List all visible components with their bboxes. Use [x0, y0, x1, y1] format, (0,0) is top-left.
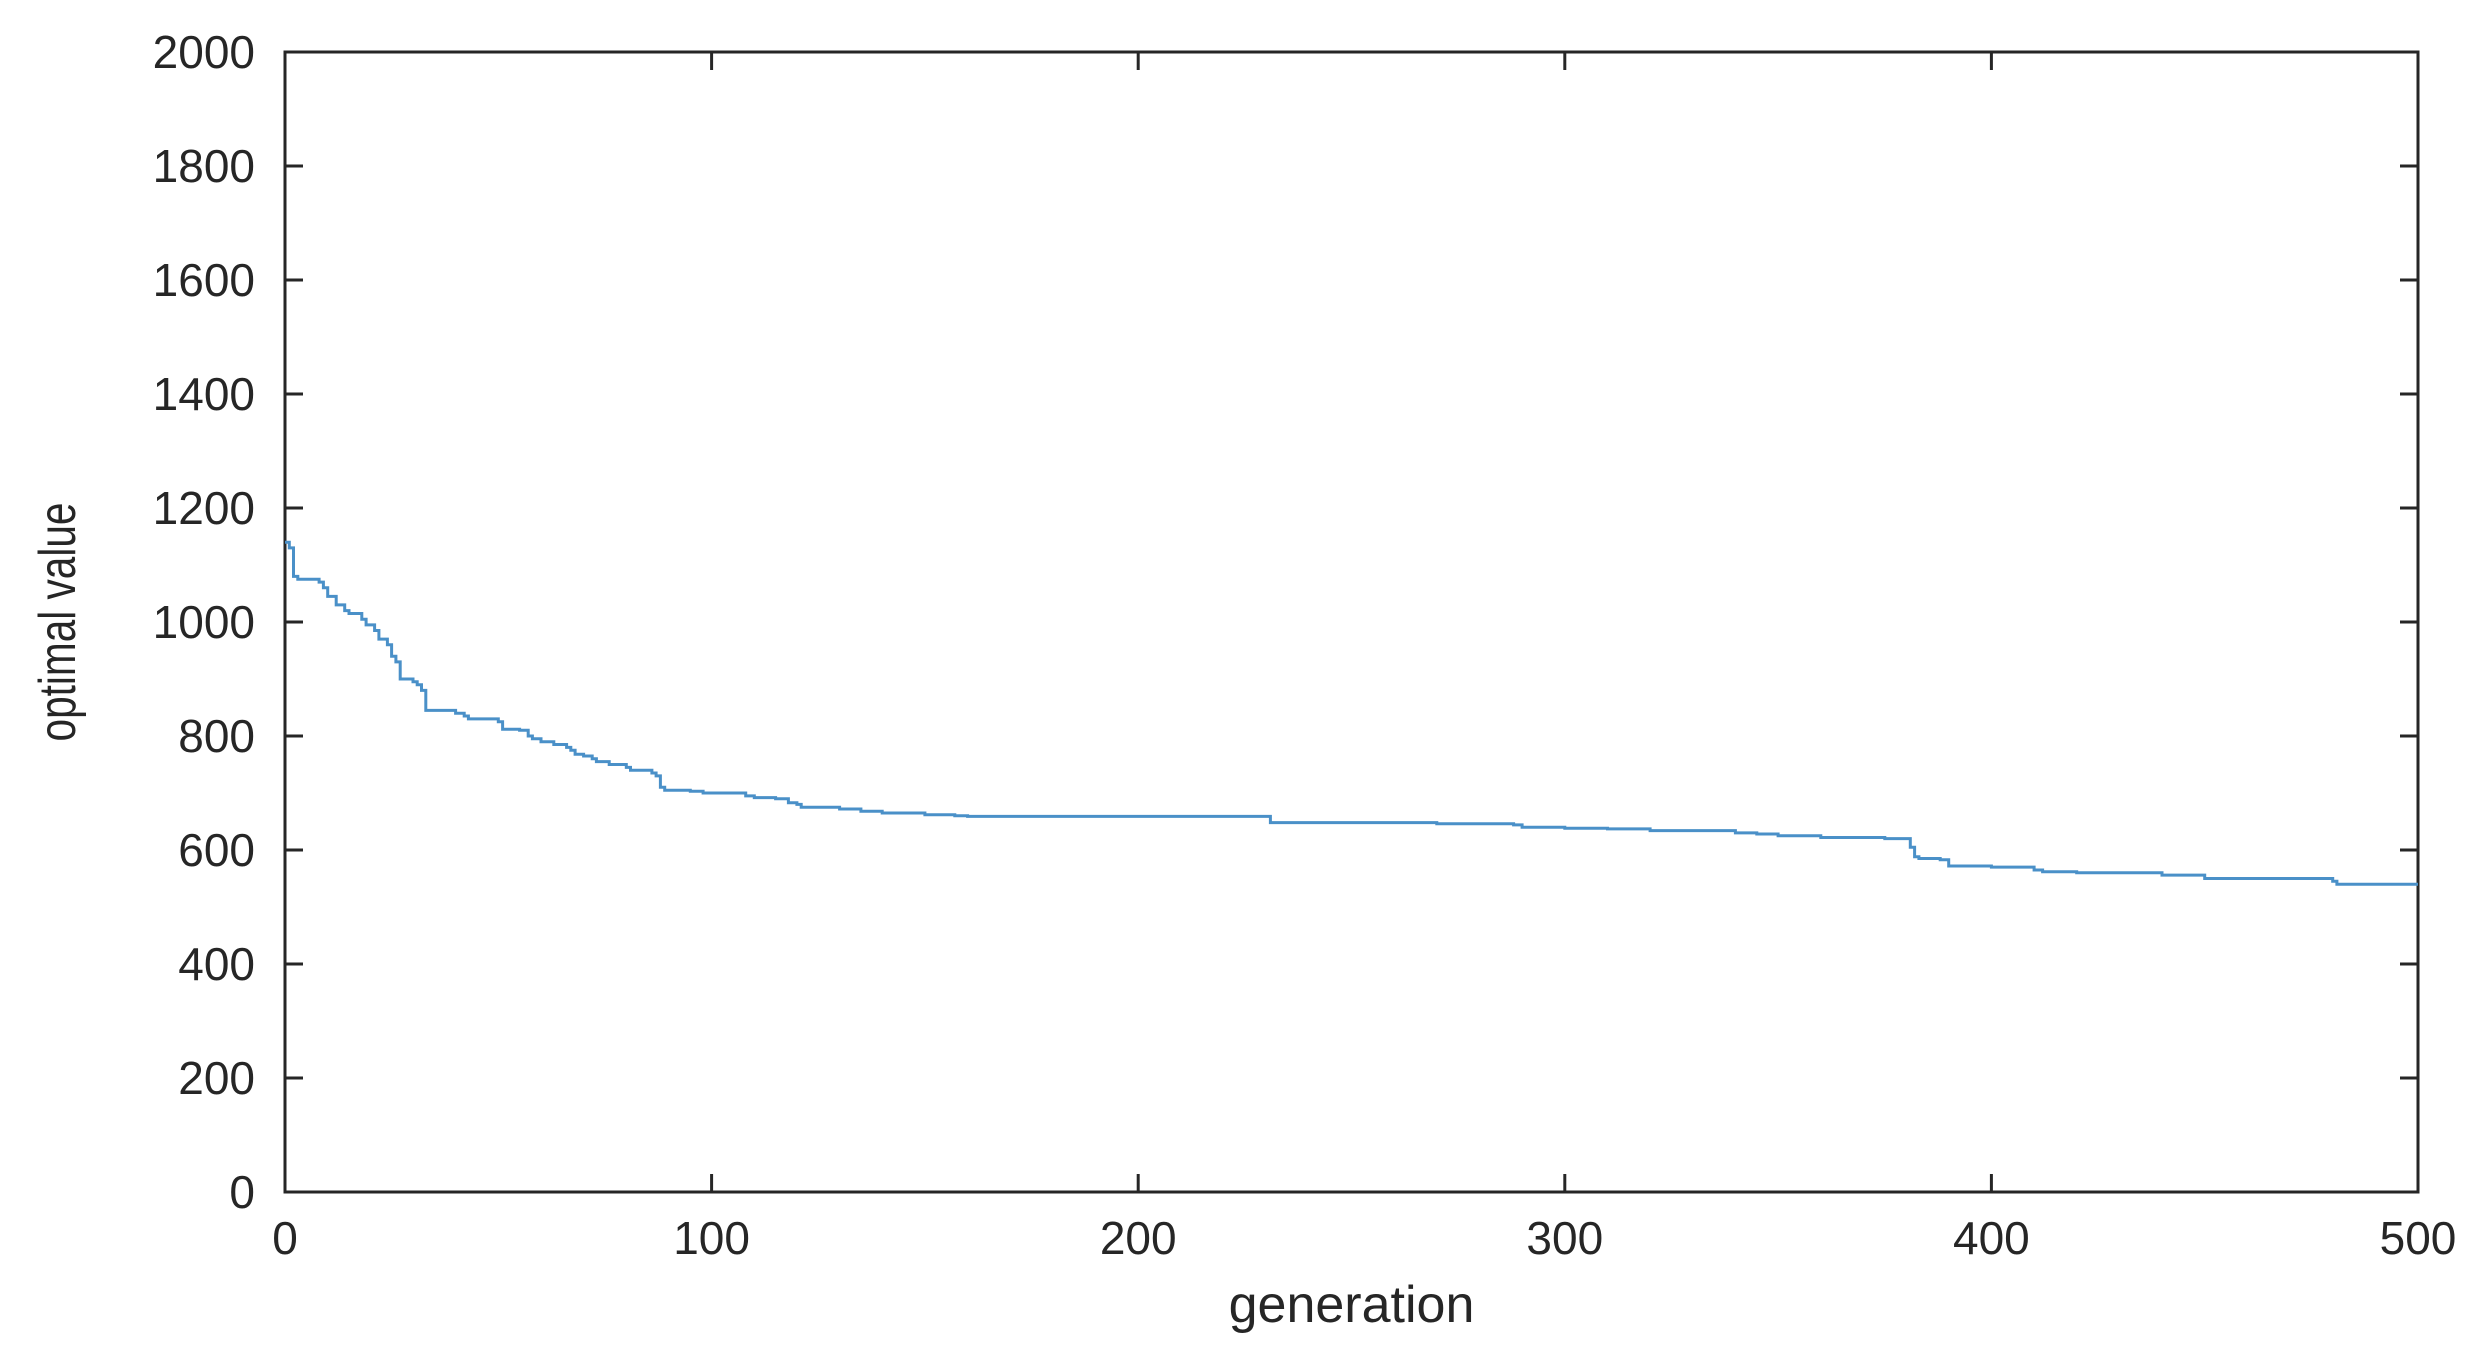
series-layer [285, 540, 2418, 886]
y-tick-label: 0 [229, 1166, 255, 1218]
y-axis-ticks: 0 200 400 600 800 1000 1200 1400 1600 1800 2000 [153, 26, 2418, 1218]
series-line-0 [285, 540, 2418, 886]
y-tick-label: 600 [178, 824, 255, 876]
x-axis-ticks: 0 100 200 300 400 500 [272, 52, 2456, 1264]
y-tick-label: 1400 [153, 368, 255, 420]
y-tick-label: 1000 [153, 596, 255, 648]
y-tick-label: 200 [178, 1052, 255, 1104]
y-tick-label: 1800 [153, 140, 255, 192]
plot-box [283, 50, 2420, 1194]
x-tick-label: 500 [2380, 1212, 2457, 1264]
x-tick-label: 0 [272, 1212, 298, 1264]
y-tick-label: 2000 [153, 26, 255, 78]
x-axis-label: generation [1229, 1276, 1475, 1334]
y-tick-label: 400 [178, 938, 255, 990]
x-tick-label: 100 [673, 1212, 750, 1264]
y-axis-label: optimal value [28, 503, 86, 742]
y-tick-label: 1600 [153, 254, 255, 306]
y-tick-label: 1200 [153, 482, 255, 534]
plot-frame [283, 50, 2420, 1194]
x-tick-label: 300 [1526, 1212, 1603, 1264]
y-tick-label: 800 [178, 710, 255, 762]
x-tick-label: 200 [1100, 1212, 1177, 1264]
x-tick-label: 400 [1953, 1212, 2030, 1264]
